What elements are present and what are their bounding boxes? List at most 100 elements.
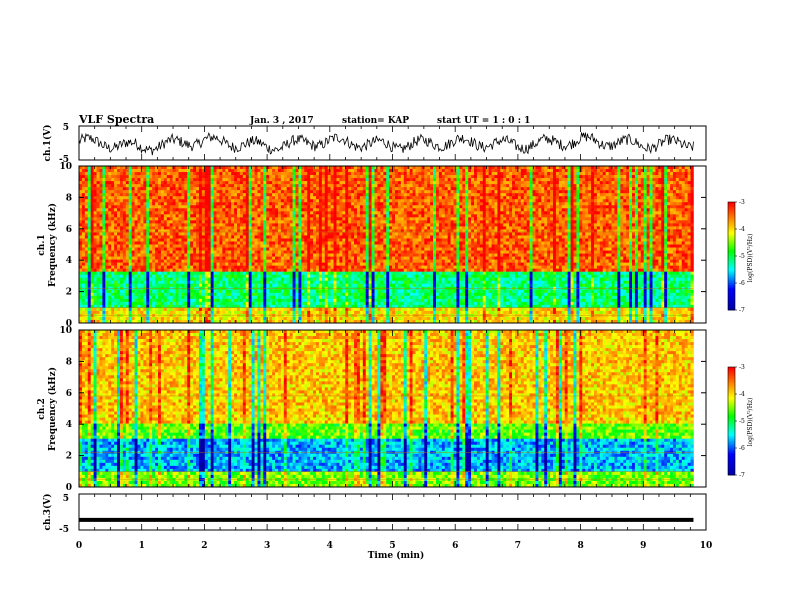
spec1-cell	[210, 283, 214, 288]
spec1-cell	[79, 271, 83, 275]
spec1-cell	[198, 166, 203, 170]
spec1-cell	[131, 253, 135, 257]
spec1-cell	[307, 268, 311, 272]
spec1-cell	[295, 283, 299, 288]
spec1-cell	[310, 223, 314, 227]
spec1-cell	[181, 166, 185, 170]
spec1-cell	[292, 238, 296, 242]
spec1-cell	[257, 277, 261, 282]
spec1-cell	[158, 238, 162, 242]
spec1-cell	[222, 283, 226, 288]
spec1-cell	[245, 265, 250, 269]
spec1-cell	[137, 274, 141, 279]
spec1-cell	[283, 202, 288, 206]
spec1-cell	[286, 274, 290, 279]
spec1-cell	[272, 187, 276, 191]
spec1-cell	[324, 292, 329, 297]
spec1-cell	[134, 280, 138, 285]
spec1-cell	[146, 292, 150, 297]
spec1-cell	[178, 229, 182, 233]
spec1-cell	[277, 253, 282, 257]
spec1-cell	[216, 307, 220, 312]
spec1-cell	[318, 223, 323, 227]
spec1-cell	[128, 232, 132, 236]
spec1-cell	[172, 238, 176, 242]
spec1-cell	[222, 247, 226, 251]
spec1-cell	[283, 268, 288, 272]
spec1-cell	[248, 181, 252, 185]
spec1-cell	[301, 292, 305, 297]
spec1-cell	[333, 271, 337, 275]
spec1-cell	[277, 247, 282, 251]
spec1-cell	[196, 184, 200, 188]
spec1-cell	[134, 196, 138, 200]
spec1-cell	[81, 166, 86, 170]
spec1-cell	[307, 310, 311, 315]
spec1-cell	[292, 265, 296, 269]
spec1-cell	[216, 244, 220, 248]
spec1-cell	[90, 298, 94, 303]
spec1-cell	[134, 193, 138, 197]
spec1-cell	[336, 199, 340, 203]
spec1-cell	[111, 178, 115, 182]
spec1-cell	[207, 262, 211, 266]
spec1-cell	[204, 223, 209, 227]
spec1-cell	[81, 202, 86, 206]
spec1-cell	[245, 196, 250, 200]
spec1-cell	[175, 283, 179, 288]
spec1-cell	[245, 199, 250, 203]
spec1-cell	[216, 292, 220, 297]
spec1-cell	[158, 301, 162, 306]
spec1-cell	[339, 274, 343, 279]
spec1-cell	[295, 193, 299, 197]
spec1-cell	[143, 304, 147, 309]
spec1-cell	[257, 256, 261, 260]
spec1-cell	[295, 166, 299, 170]
spec1-cell	[155, 196, 159, 200]
spec1-cell	[213, 181, 217, 185]
spec1-cell	[254, 280, 258, 285]
spec1-cell	[269, 247, 273, 251]
spec1-cell	[146, 310, 150, 315]
spec1-cell	[102, 253, 106, 257]
spec1-cell	[254, 310, 258, 315]
spec1-cell	[333, 238, 337, 242]
spec1-cell	[333, 250, 337, 254]
spec1-cell	[251, 247, 255, 251]
spec1-cell	[242, 280, 247, 285]
spec1-cell	[143, 271, 147, 275]
spec1-cell	[286, 262, 290, 266]
spec1-cell	[316, 250, 320, 254]
spec1-cell	[125, 271, 130, 275]
spec1-cell	[105, 217, 109, 221]
spec1-cell	[178, 280, 182, 285]
spec1-cell	[114, 208, 118, 212]
spec1-cell	[178, 217, 182, 221]
spec1-cell	[152, 271, 156, 275]
spec1-cell	[327, 274, 331, 279]
spec1-cell	[210, 301, 214, 306]
spec1-cell	[356, 280, 361, 285]
spec1-cell	[356, 274, 361, 279]
spec1-cell	[163, 304, 168, 309]
spec1-cell	[242, 298, 247, 303]
spec1-cell	[333, 184, 337, 188]
spec1-cell	[90, 259, 94, 263]
spec1-cell	[210, 202, 214, 206]
spec1-cell	[304, 223, 308, 227]
spec1-cell	[239, 193, 244, 197]
spec1-cell	[248, 307, 252, 312]
spec1-cell	[99, 295, 103, 300]
spec1-cell	[128, 319, 132, 324]
spec1-cell	[207, 241, 211, 245]
spec1-cell	[178, 250, 182, 254]
spec1-cell	[222, 214, 226, 218]
spec1-cell	[333, 187, 337, 191]
spec1-cell	[172, 301, 176, 306]
spec1-cell	[117, 181, 121, 185]
spec1-cell	[99, 223, 103, 227]
spec1-cell	[122, 196, 127, 200]
spec1-cell	[295, 241, 299, 245]
spec1-cell	[169, 316, 173, 321]
spec1-cell	[216, 259, 220, 263]
